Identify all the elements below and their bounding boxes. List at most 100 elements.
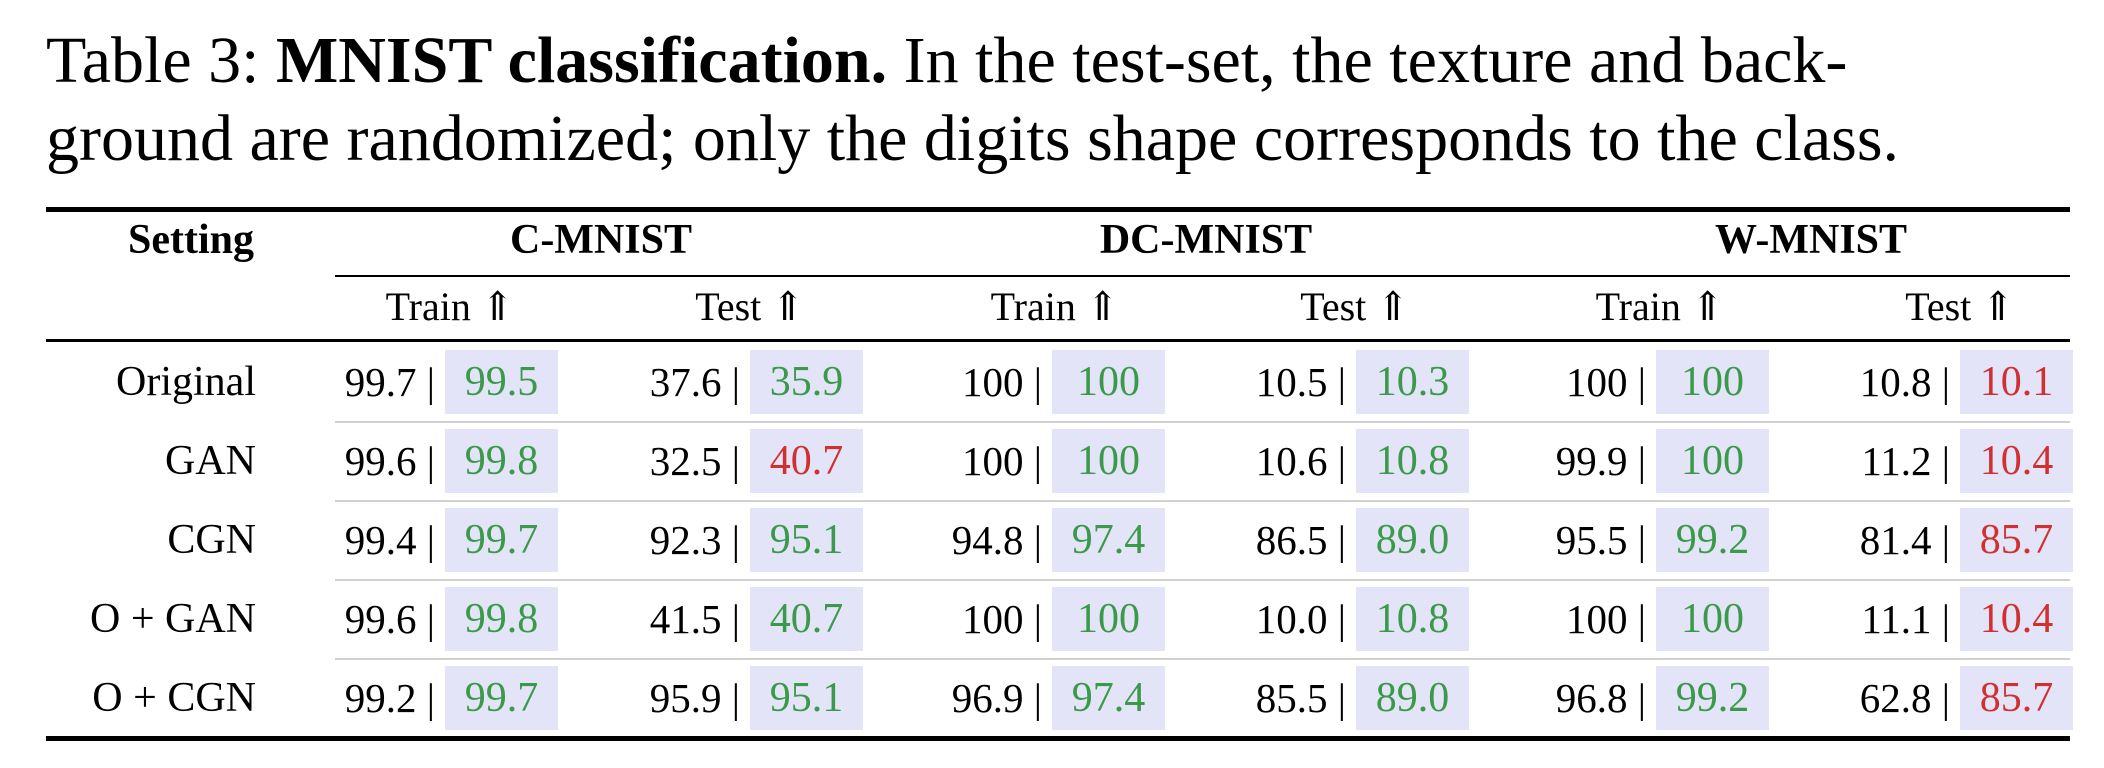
table-cell: 99.6 | 99.8 (325, 587, 558, 651)
table-cell: 99.9 | 100 (1536, 429, 1769, 493)
baseline-value: 11.1 | (1861, 596, 1950, 642)
highlighted-value: 99.5 (445, 350, 558, 414)
baseline-value: 100 | (962, 438, 1042, 484)
row-label: CGN (167, 517, 256, 563)
table-cell: 99.6 | 99.8 (325, 429, 558, 493)
subheader-test: Test ⇑ (1905, 284, 2015, 329)
table-cell: 10.8 | 10.1 (1840, 350, 2073, 414)
baseline-value: 95.9 | (649, 675, 740, 721)
highlighted-value: 89.0 (1356, 666, 1469, 730)
highlighted-value: 40.7 (750, 587, 863, 651)
highlighted-value: 35.9 (750, 350, 863, 414)
table-cell: 85.5 | 89.0 (1236, 666, 1469, 730)
row-label: Original (116, 359, 256, 405)
baseline-value: 92.3 | (649, 517, 740, 563)
baseline-value: 100 | (1566, 359, 1646, 405)
table-cell: 100 | 100 (932, 587, 1165, 651)
table-cell: 41.5 | 40.7 (630, 587, 863, 651)
baseline-value: 99.9 | (1555, 438, 1646, 484)
highlighted-value: 99.8 (445, 587, 558, 651)
highlighted-value: 100 (1052, 429, 1165, 493)
row-separator (335, 658, 2070, 660)
highlighted-value: 95.1 (750, 508, 863, 572)
table-cell: 100 | 100 (1536, 587, 1769, 651)
caption-line2: ground are randomized; only the digits s… (46, 102, 1900, 175)
table-cell: 86.5 | 89.0 (1236, 508, 1469, 572)
baseline-value: 99.2 | (344, 675, 435, 721)
row-separator (335, 421, 2070, 423)
highlighted-value: 100 (1052, 587, 1165, 651)
table-cell: 10.6 | 10.8 (1236, 429, 1469, 493)
table-cell: 11.2 | 10.4 (1840, 429, 2073, 493)
table-cell: 99.7 | 99.5 (325, 350, 558, 414)
subheader-test: Test ⇑ (1300, 284, 1410, 329)
highlighted-value: 100 (1656, 429, 1769, 493)
baseline-value: 62.8 | (1859, 675, 1950, 721)
row-separator (335, 500, 2070, 502)
highlighted-value: 99.2 (1656, 508, 1769, 572)
highlighted-value: 99.7 (445, 508, 558, 572)
baseline-value: 100 | (1566, 596, 1646, 642)
table-cell: 95.9 | 95.1 (630, 666, 863, 730)
table-cell: 62.8 | 85.7 (1840, 666, 2073, 730)
table-cell: 99.4 | 99.7 (325, 508, 558, 572)
highlighted-value: 100 (1656, 587, 1769, 651)
table-cell: 10.0 | 10.8 (1236, 587, 1469, 651)
baseline-value: 99.7 | (344, 359, 435, 405)
table-top-rule (46, 207, 2070, 212)
highlighted-value: 100 (1656, 350, 1769, 414)
table-cell: 100 | 100 (932, 429, 1165, 493)
baseline-value: 94.8 | (951, 517, 1042, 563)
highlighted-value: 97.4 (1052, 508, 1165, 572)
caption-line1: In the test-set, the texture and back- (887, 24, 1848, 97)
group-header-c-mnist: C-MNIST (509, 217, 692, 263)
subheader-test: Test ⇑ (695, 284, 805, 329)
baseline-value: 41.5 | (649, 596, 740, 642)
highlighted-value: 99.7 (445, 666, 558, 730)
highlighted-value: 10.4 (1960, 429, 2073, 493)
baseline-value: 99.6 | (344, 596, 435, 642)
table-cell: 81.4 | 85.7 (1840, 508, 2073, 572)
row-label: O + GAN (89, 596, 256, 642)
baseline-value: 99.4 | (344, 517, 435, 563)
table-mid-rule (46, 339, 2070, 342)
baseline-value: 32.5 | (649, 438, 740, 484)
table-cell: 96.9 | 97.4 (932, 666, 1165, 730)
baseline-value: 100 | (962, 596, 1042, 642)
table-cell: 37.6 | 35.9 (630, 350, 863, 414)
baseline-value: 81.4 | (1859, 517, 1950, 563)
caption-title: MNIST classification. (275, 24, 888, 97)
baseline-value: 10.8 | (1859, 359, 1950, 405)
baseline-value: 86.5 | (1255, 517, 1346, 563)
highlighted-value: 10.3 (1356, 350, 1469, 414)
table-caption: Table 3: MNIST classification. In the te… (46, 22, 2076, 178)
highlighted-value: 85.7 (1960, 666, 2073, 730)
table-cell: 96.8 | 99.2 (1536, 666, 1769, 730)
table-cell: 100 | 100 (1536, 350, 1769, 414)
group-header-dc-mnist: DC-MNIST (1099, 217, 1313, 263)
subheader-train: Train ⇑ (1595, 284, 1725, 329)
table-header-rule (335, 275, 2070, 277)
row-label: O + CGN (92, 675, 256, 721)
table-bottom-rule (46, 736, 2070, 741)
highlighted-value: 40.7 (750, 429, 863, 493)
row-label: GAN (165, 438, 256, 484)
highlighted-value: 89.0 (1356, 508, 1469, 572)
baseline-value: 10.6 | (1255, 438, 1346, 484)
baseline-value: 10.0 | (1255, 596, 1346, 642)
table-cell: 100 | 100 (932, 350, 1165, 414)
setting-header: Setting (128, 217, 254, 263)
highlighted-value: 10.8 (1356, 587, 1469, 651)
baseline-value: 95.5 | (1555, 517, 1646, 563)
table-cell: 95.5 | 99.2 (1536, 508, 1769, 572)
highlighted-value: 95.1 (750, 666, 863, 730)
baseline-value: 96.8 | (1555, 675, 1646, 721)
highlighted-value: 10.4 (1960, 587, 2073, 651)
table-cell: 99.2 | 99.7 (325, 666, 558, 730)
baseline-value: 10.5 | (1255, 359, 1346, 405)
table-cell: 11.1 | 10.4 (1840, 587, 2073, 651)
row-separator (335, 579, 2070, 581)
highlighted-value: 85.7 (1960, 508, 2073, 572)
table-cell: 10.5 | 10.3 (1236, 350, 1469, 414)
table-cell: 94.8 | 97.4 (932, 508, 1165, 572)
